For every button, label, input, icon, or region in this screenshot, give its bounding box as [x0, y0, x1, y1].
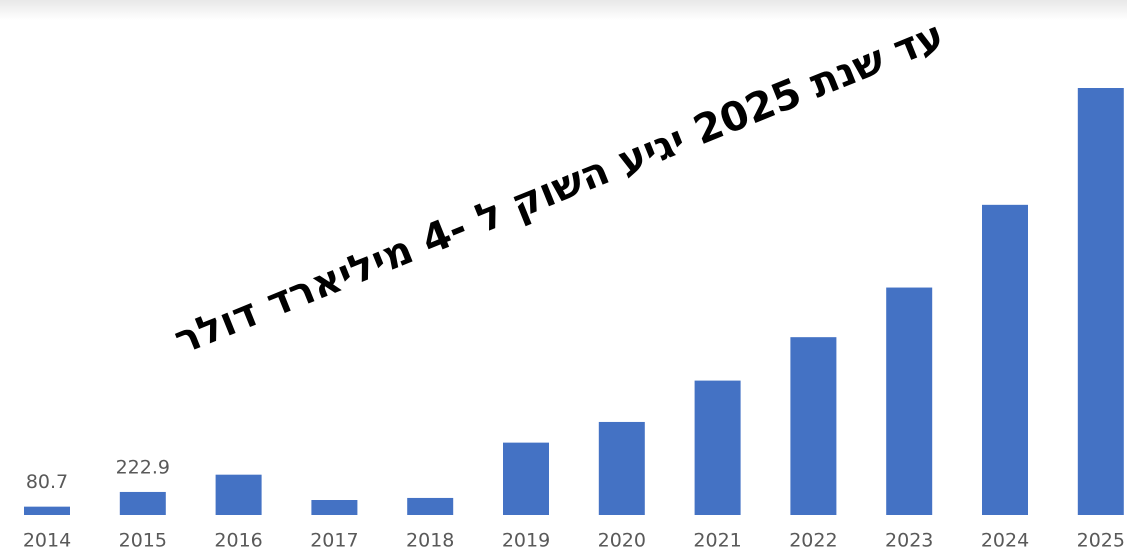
bar [982, 204, 1028, 515]
bar [886, 287, 933, 515]
x-tick-label: 2016 [214, 530, 262, 552]
x-tick-label: 2025 [1077, 530, 1125, 552]
bar [24, 506, 70, 515]
x-tick-label: 2024 [981, 530, 1029, 552]
x-tick-label: 2015 [119, 530, 167, 552]
x-tick-label: 2020 [598, 530, 646, 552]
x-tick-label: 2014 [23, 530, 71, 552]
bar [311, 500, 358, 515]
x-tick-label: 2021 [693, 530, 741, 552]
bar [503, 442, 549, 515]
bar [790, 337, 837, 515]
bar [1077, 88, 1124, 515]
x-tick-label: 2023 [885, 530, 933, 552]
x-tick-label: 2019 [502, 530, 550, 552]
x-tick-label: 2022 [789, 530, 837, 552]
bar [119, 491, 166, 515]
x-tick-label: 2017 [310, 530, 358, 552]
bar [694, 380, 741, 515]
value-label: 222.9 [116, 456, 170, 478]
bar [407, 497, 454, 515]
chart-title: עד שנת 2025 יגיע השוק ל -4 מיליארד דולר [168, 12, 950, 364]
background-band [0, 0, 1127, 20]
value-label: 80.7 [26, 471, 68, 493]
bar [215, 474, 262, 515]
bar [598, 421, 645, 515]
x-tick-label: 2018 [406, 530, 454, 552]
